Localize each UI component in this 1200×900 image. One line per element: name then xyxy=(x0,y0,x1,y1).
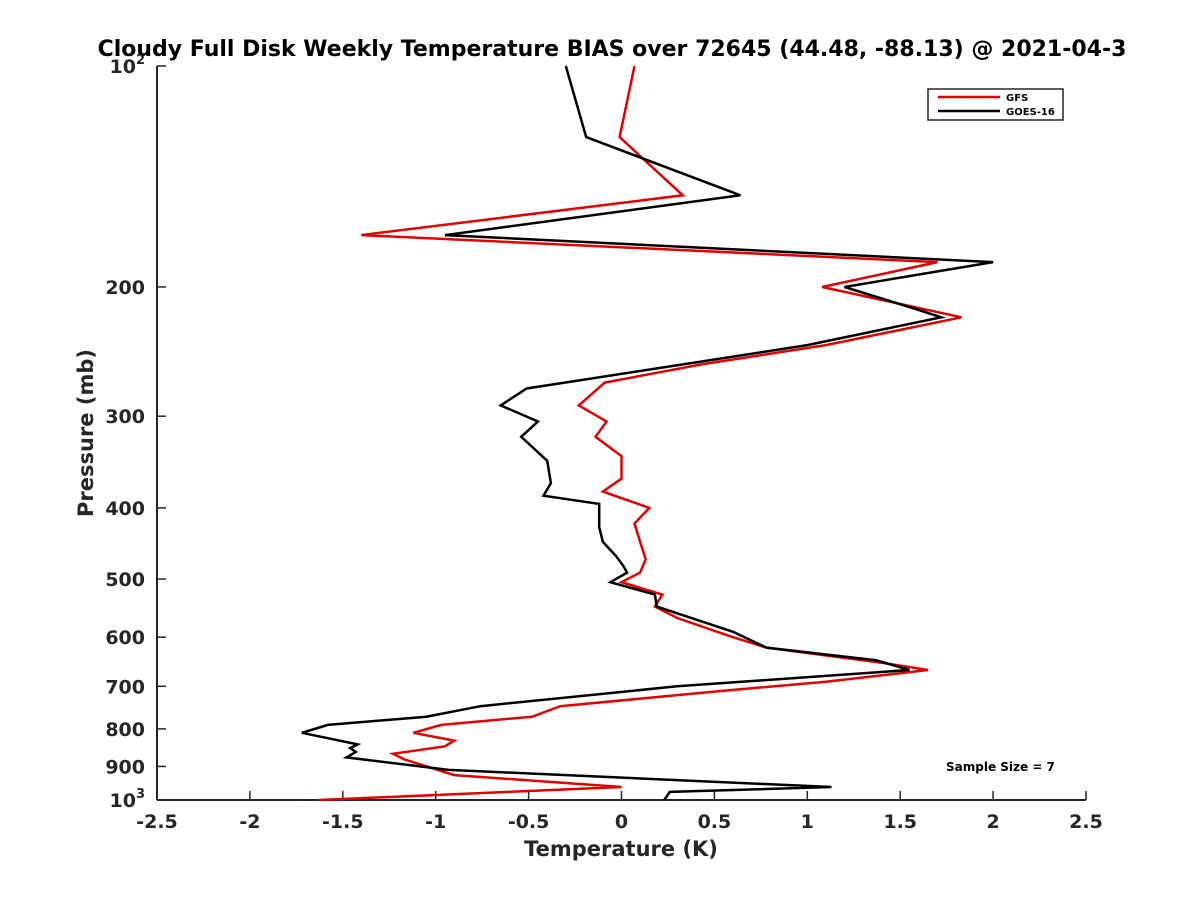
legend-label-goes16: GOES-16 xyxy=(1006,107,1055,118)
x-tick-label: -2 xyxy=(239,811,260,833)
x-tick-label: 0.5 xyxy=(698,811,732,833)
y-tick-label: 200 xyxy=(105,277,145,299)
y-tick-label: 300 xyxy=(105,406,145,428)
y-tick-label: 900 xyxy=(105,756,145,778)
series-line-gfs xyxy=(318,65,962,802)
x-tick-label: 2.5 xyxy=(1069,811,1103,833)
y-tick-label: 800 xyxy=(105,719,145,741)
x-tick-label: -2.5 xyxy=(136,811,178,833)
y-tick-label: 500 xyxy=(105,569,145,591)
y-tick-label: 600 xyxy=(105,627,145,649)
legend: GFS GOES-16 xyxy=(927,88,1064,121)
x-tick-label: -1.5 xyxy=(322,811,364,833)
y-tick-label: 400 xyxy=(105,498,145,520)
y-axis-label: Pressure (mb) xyxy=(74,349,98,517)
series-lines xyxy=(301,65,994,802)
sample-size-annotation: Sample Size = 7 xyxy=(946,760,1055,774)
y-tick-label: 102 xyxy=(110,53,146,78)
x-axis-label: Temperature (K) xyxy=(524,837,718,861)
x-tick-label: -0.5 xyxy=(508,811,550,833)
y-tick-label: 700 xyxy=(105,676,145,698)
y-ticks: 102 200 300 400 500 600 700 800 900 103 xyxy=(105,53,166,812)
x-tick-label: 1.5 xyxy=(883,811,917,833)
y-tick-label: 103 xyxy=(110,787,146,812)
x-tick-label: 2 xyxy=(986,811,999,833)
x-tick-label: 0 xyxy=(615,811,628,833)
x-tick-label: 1 xyxy=(801,811,814,833)
legend-box xyxy=(927,88,1064,121)
chart-title: Cloudy Full Disk Weekly Temperature BIAS… xyxy=(98,37,1127,62)
x-ticks: -2.5 -2 -1.5 -1 -0.5 0 0.5 1 1.5 2 2.5 xyxy=(136,791,1103,833)
x-tick-label: -1 xyxy=(425,811,446,833)
series-line-goes16 xyxy=(301,65,994,801)
legend-label-gfs: GFS xyxy=(1006,93,1028,104)
plot-area xyxy=(156,66,1086,801)
